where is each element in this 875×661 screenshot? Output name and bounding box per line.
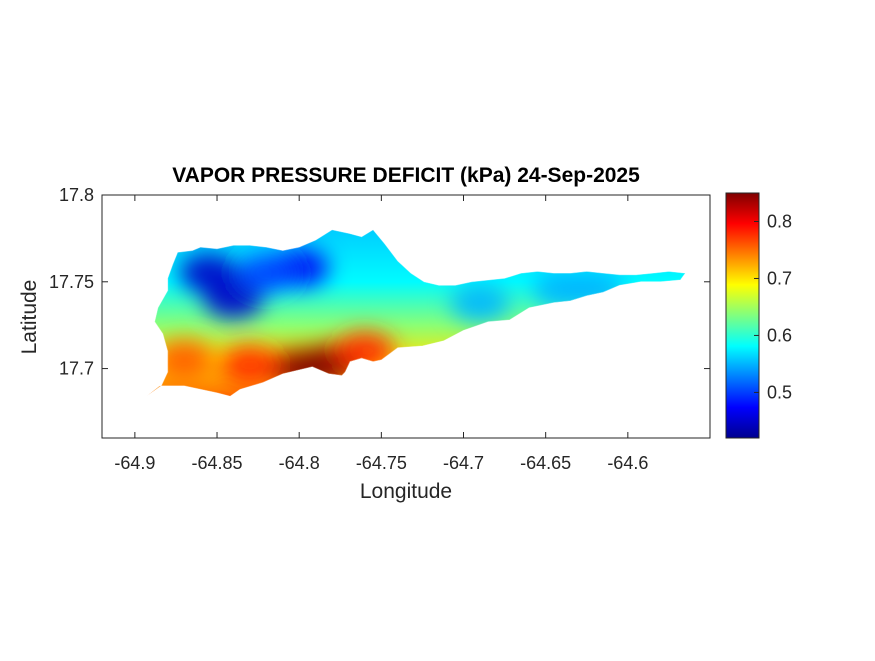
heat-spot-4 [154,340,214,380]
y-tick-label: 17.75 [49,272,94,292]
colorbar-gradient [725,192,760,439]
x-tick-label: -64.6 [607,453,648,473]
colorbar-tick-label: 0.6 [767,325,792,345]
colorbar: 0.5 0.6 0.7 0.8 [725,192,792,439]
y-tick-label: 17.8 [59,185,94,205]
heat-spot-6 [179,253,239,293]
heat-blobs [154,248,625,389]
x-axis-label: Longitude [359,480,453,503]
colorbar-tick-label: 0.8 [767,211,792,231]
x-tick-label: -64.85 [192,453,243,473]
heat-spot-8 [236,253,296,293]
x-tick-label: -64.65 [520,453,571,473]
y-tick-label: 17.7 [59,359,94,379]
axes-frame [101,194,711,439]
x-tick-label: -64.8 [279,453,320,473]
x-tick-label: -64.9 [114,453,155,473]
x-tick-label: -64.7 [443,453,484,473]
axes-layer: -64.9 -64.85 -64.8 -64.75 -64.7 -64.65 -64.6 17… [49,185,711,473]
heat-layer [134,229,686,404]
colorbar-tick-label: 0.7 [767,268,792,288]
y-axis-label: Latitude [18,279,41,355]
chart-title: VAPOR PRESSURE DEFICIT (kPa) 24-Sep-2025 [172,164,640,187]
heat-spot-9 [450,282,510,323]
x-tick-label: -64.75 [356,453,407,473]
heat-spot-3 [220,345,280,385]
colorbar-tick-label: 0.5 [767,382,792,402]
